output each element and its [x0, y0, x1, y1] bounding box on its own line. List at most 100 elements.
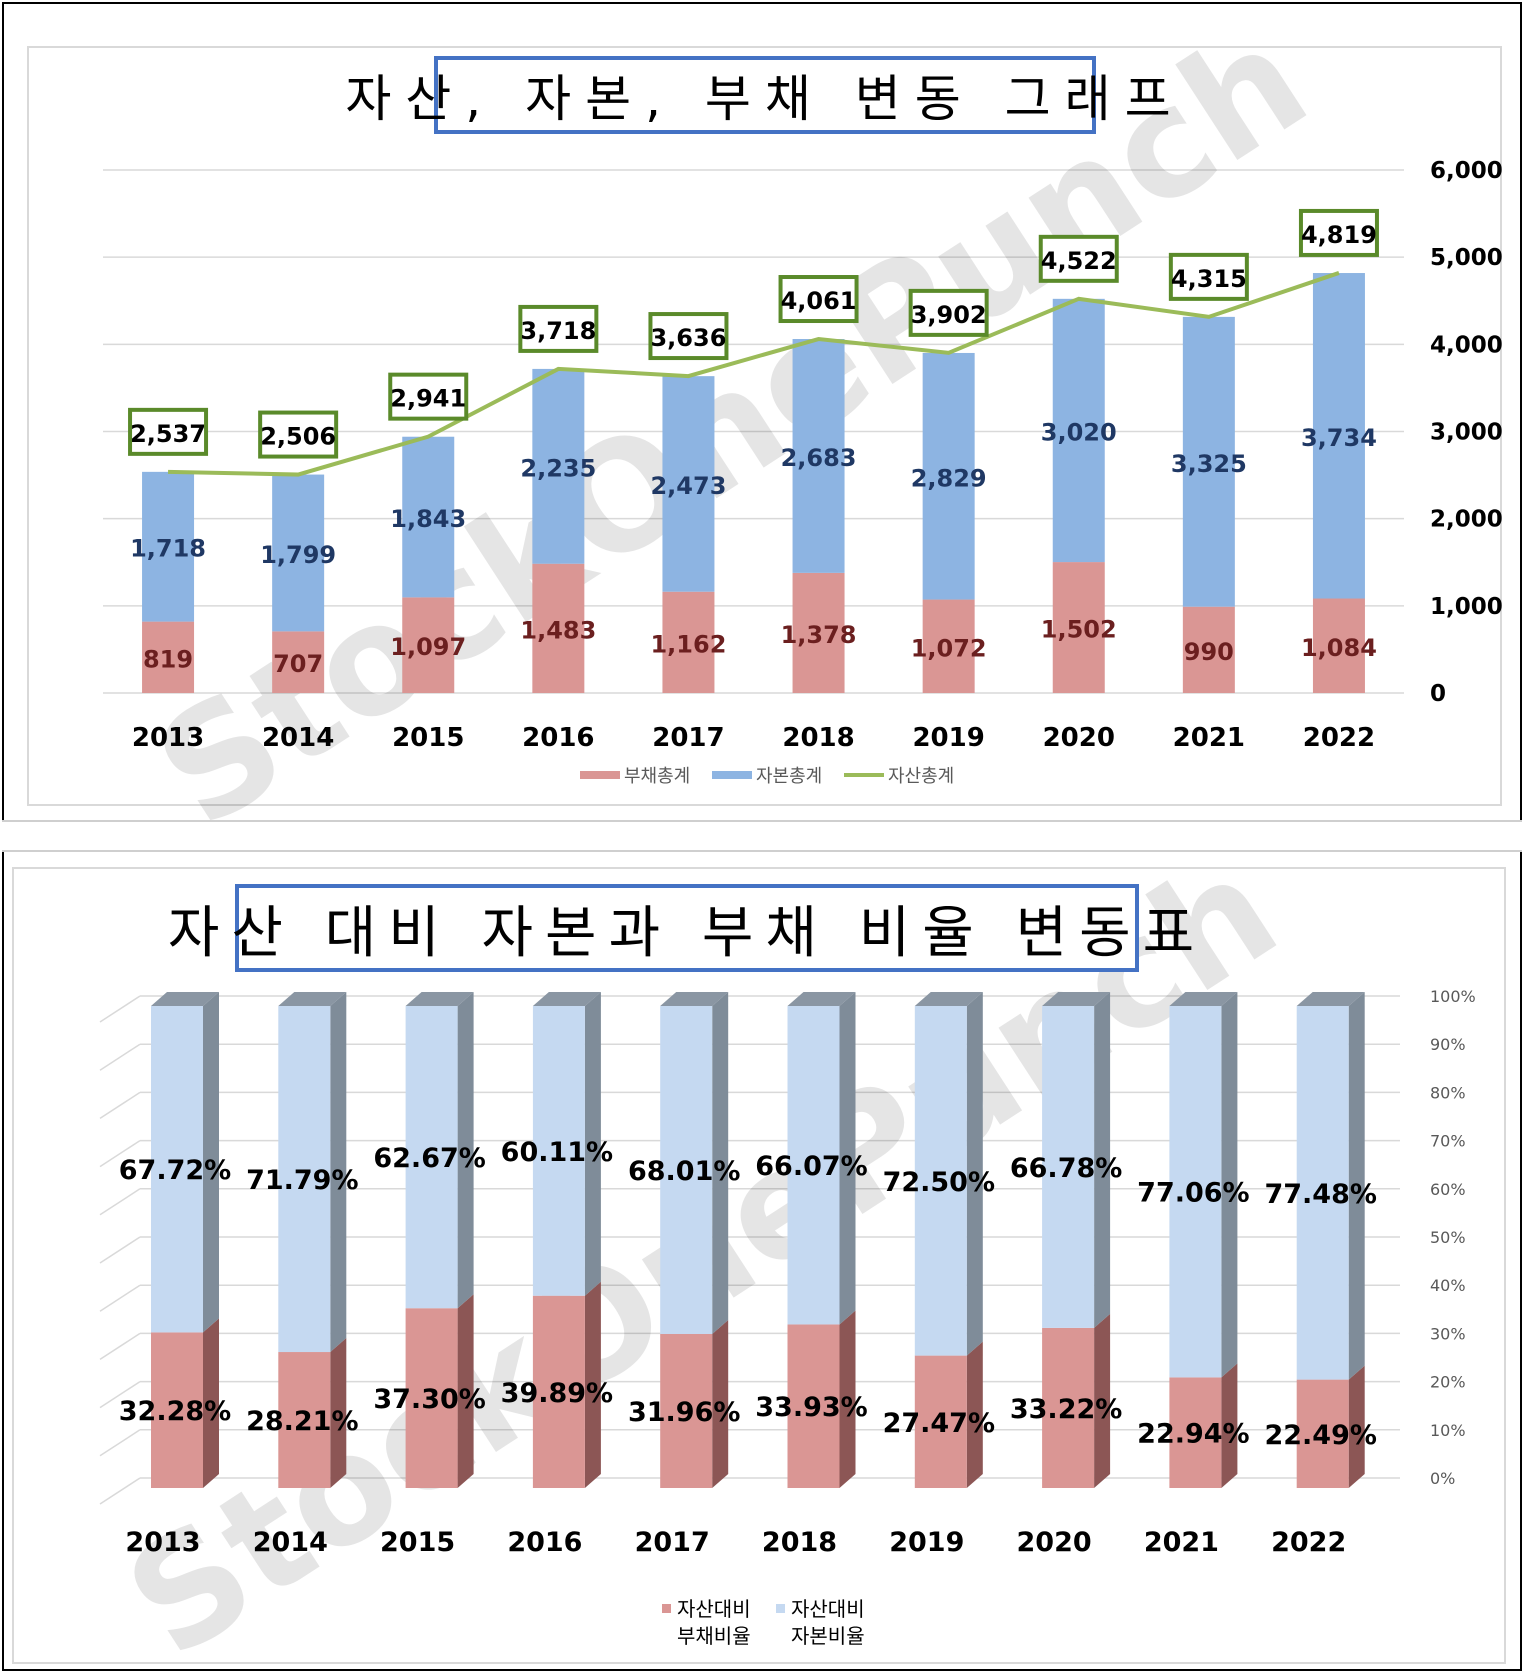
bar-equity	[662, 376, 715, 592]
bar-liabilities	[914, 1355, 967, 1488]
bar-equity	[792, 339, 845, 573]
bar-liabilities-side	[584, 1281, 601, 1488]
bar-equity-side	[1221, 992, 1238, 1378]
x-tick-label: 2017	[652, 723, 724, 753]
assets-label-box	[1168, 252, 1249, 301]
equity-value-label: 2,683	[781, 444, 857, 472]
equity-value-label: 1,843	[390, 505, 466, 533]
bar-top	[1042, 992, 1111, 1006]
y-tick-label: 2,000	[1430, 507, 1503, 533]
y-tick-label: 6,000	[1430, 158, 1503, 184]
assets-label-box	[648, 312, 729, 361]
gridline-depth	[99, 1332, 141, 1361]
y-tick-label: 5,000	[1430, 245, 1503, 271]
assets-label-box	[778, 275, 859, 324]
assets-label-box	[1038, 234, 1119, 283]
equity-ratio-label: 68.01%	[628, 1156, 740, 1187]
y-tick-label: 20%	[1430, 1373, 1466, 1392]
liabilities-value-label: 1,072	[911, 634, 987, 662]
bar-liabilities	[532, 1295, 585, 1488]
liabilities-value-label: 990	[1184, 638, 1234, 666]
bar-liabilities	[662, 591, 715, 693]
equity-ratio-label: 62.67%	[373, 1143, 485, 1174]
bar-equity-side	[457, 992, 474, 1309]
bar-top	[787, 992, 856, 1006]
liabilities-value-label: 1,097	[390, 633, 466, 661]
assets-line	[168, 271, 1340, 477]
bar-equity	[272, 474, 325, 632]
equity-value-label: 1,718	[130, 535, 206, 563]
x-tick-label: 2022	[1303, 723, 1375, 753]
assets-value-label: 3,902	[911, 301, 987, 329]
x-tick-label: 2022	[1271, 1527, 1346, 1558]
x-tick-label: 2021	[1173, 723, 1245, 753]
bar-equity	[1042, 1006, 1095, 1328]
bar-equity	[151, 1006, 203, 1333]
bar-liabilities-side	[1348, 1365, 1365, 1488]
bar-equity-side	[712, 992, 729, 1334]
liabilities-ratio-label: 28.21%	[246, 1406, 358, 1437]
x-tick-label: 2013	[125, 1527, 200, 1558]
equity-ratio-label: 60.11%	[501, 1137, 613, 1168]
bar-liabilities	[142, 621, 195, 693]
assets-value-label: 4,315	[1171, 265, 1247, 293]
assets-value-label: 4,819	[1301, 221, 1377, 249]
x-tick-label: 2016	[507, 1527, 582, 1558]
liabilities-ratio-label: 39.89%	[501, 1378, 613, 1409]
bar-equity-side	[1348, 992, 1365, 1380]
gridline-depth	[99, 1236, 141, 1264]
x-tick-label: 2016	[522, 723, 594, 753]
chart1-title: 자산, 자본, 부채 변동 그래프	[345, 56, 1171, 134]
legend-swatch	[662, 1604, 671, 1613]
bar-equity-side	[966, 992, 983, 1356]
bar-top	[914, 992, 983, 1006]
gridline-depth	[99, 1284, 141, 1312]
assets-label-box	[1298, 208, 1379, 257]
gridline-depth	[99, 1043, 141, 1071]
liabilities-ratio-label: 33.93%	[755, 1392, 867, 1423]
assets-label-box	[908, 288, 989, 337]
bar-equity	[1169, 1006, 1222, 1378]
bar-equity	[278, 1006, 331, 1353]
x-tick-label: 2021	[1144, 1527, 1219, 1558]
bar-equity	[1052, 298, 1105, 563]
bar-top	[151, 992, 219, 1006]
y-tick-label: 80%	[1430, 1083, 1466, 1102]
bar-equity-side	[584, 992, 601, 1296]
legend-label: 자본총계	[756, 766, 822, 787]
x-tick-label: 2018	[782, 723, 854, 753]
y-tick-label: 60%	[1430, 1180, 1466, 1199]
x-tick-label: 2015	[380, 1527, 455, 1558]
bar-liabilities	[1296, 1379, 1349, 1488]
bar-equity	[660, 1006, 713, 1334]
bar-liabilities-side	[457, 1294, 474, 1488]
bar-top	[660, 992, 729, 1006]
bar-equity	[405, 1006, 458, 1309]
equity-ratio-label: 66.78%	[1010, 1153, 1122, 1184]
chart2-panel	[12, 867, 1506, 1664]
bar-liabilities	[1169, 1377, 1222, 1488]
legend-swatch	[776, 1604, 785, 1613]
bar-equity	[1312, 273, 1365, 599]
bar-liabilities-side	[1221, 1363, 1238, 1488]
equity-ratio-label: 77.48%	[1264, 1179, 1376, 1210]
bar-liabilities	[787, 1324, 840, 1488]
equity-ratio-label: 66.07%	[755, 1151, 867, 1182]
bar-liabilities	[1182, 606, 1235, 693]
assets-value-label: 2,537	[130, 420, 206, 448]
bar-liabilities-side	[1094, 1313, 1111, 1488]
bar-top	[1296, 992, 1365, 1006]
x-tick-label: 2013	[132, 723, 204, 753]
gridline-depth	[99, 1139, 141, 1168]
bar-equity	[532, 1006, 585, 1296]
legend-swatch	[580, 771, 620, 779]
gridline-depth	[99, 1429, 141, 1457]
equity-ratio-label: 77.06%	[1137, 1178, 1249, 1209]
bar-liabilities	[405, 1308, 458, 1488]
liabilities-value-label: 819	[143, 645, 193, 673]
assets-value-label: 3,636	[650, 324, 726, 352]
section-divider	[2, 820, 1522, 852]
bar-equity	[402, 436, 455, 598]
y-tick-label: 50%	[1430, 1228, 1466, 1247]
